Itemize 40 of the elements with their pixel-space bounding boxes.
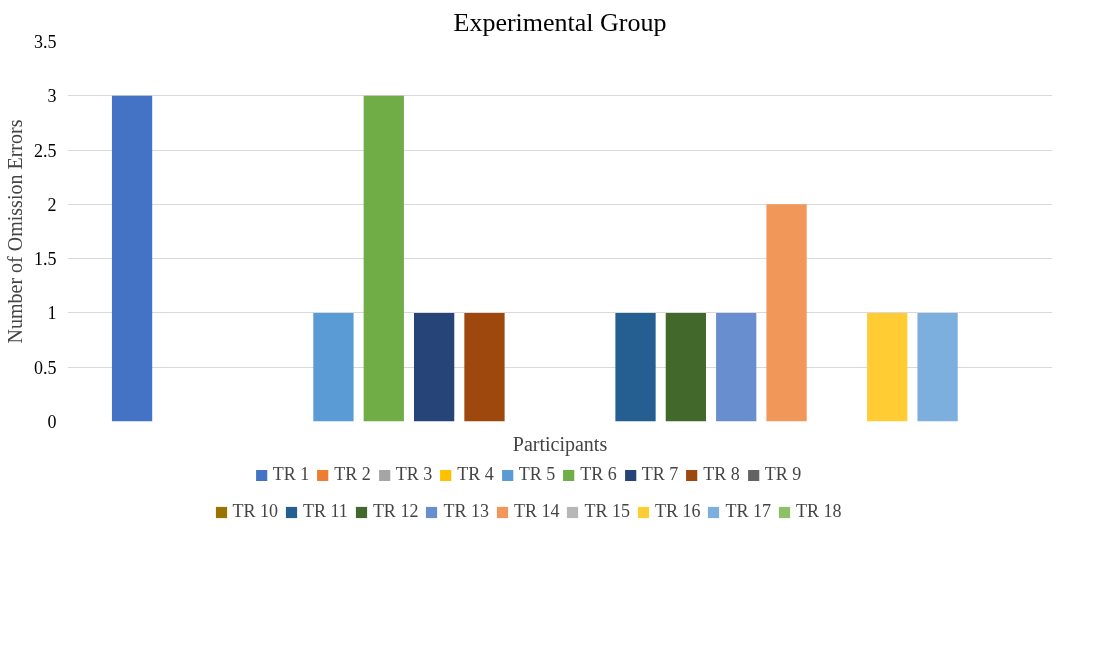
x-axis-title: Participants <box>512 432 608 456</box>
bar <box>615 312 656 422</box>
legend-label: TR 1 <box>272 464 310 485</box>
legend-label: TR 3 <box>395 464 433 485</box>
bar <box>766 204 807 422</box>
y-tick-label: 3 <box>47 86 57 107</box>
y-tick-label: 1.5 <box>34 249 57 270</box>
legend-label: TR 4 <box>457 464 494 485</box>
legend-label: TR 2 <box>334 464 371 485</box>
legend-label: TR 11 <box>303 501 348 522</box>
bar <box>464 312 505 422</box>
legend-label: TR 9 <box>764 464 802 485</box>
chart-title: Experimental Group <box>453 7 667 37</box>
bar <box>363 95 404 422</box>
legend-label: TR 15 <box>584 501 630 522</box>
bar <box>867 312 908 422</box>
bar <box>111 95 153 422</box>
legend-label: TR 6 <box>580 464 617 485</box>
bar <box>665 312 706 422</box>
y-tick-label: 3.5 <box>34 32 57 52</box>
legend-label: TR 16 <box>654 501 701 522</box>
legend-label: TR 8 <box>703 464 740 485</box>
bar <box>414 312 455 422</box>
bar <box>917 312 958 422</box>
bar <box>313 312 354 422</box>
y-tick-label: 2 <box>47 194 57 215</box>
y-tick-label: 0 <box>47 412 57 432</box>
legend-label: TR 10 <box>232 501 279 522</box>
y-tick-label: 1 <box>47 303 57 324</box>
y-tick-label: 0.5 <box>34 357 57 378</box>
y-axis-title: Number of Omission Errors <box>4 119 26 344</box>
legend-label: TR 7 <box>641 464 679 485</box>
y-tick-label: 2.5 <box>34 140 57 161</box>
legend-label: TR 12 <box>372 501 419 522</box>
legend-label: TR 14 <box>513 501 560 522</box>
legend-label: TR 17 <box>725 501 771 522</box>
legend-label: TR 18 <box>795 501 842 522</box>
legend-label: TR 13 <box>443 501 489 522</box>
legend-label: TR 5 <box>518 464 556 485</box>
bar <box>716 312 757 422</box>
